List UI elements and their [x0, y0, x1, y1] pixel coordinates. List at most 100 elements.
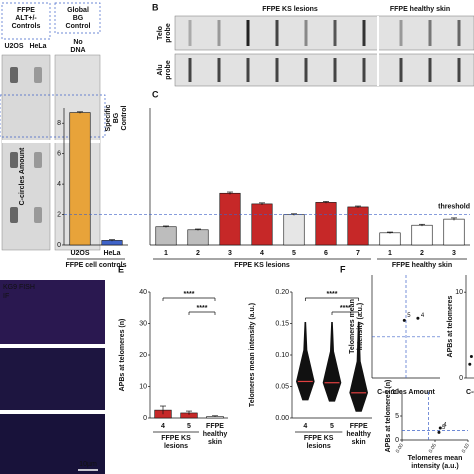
- violin: [349, 322, 368, 412]
- x-tick-label: 2: [420, 250, 424, 257]
- y-axis-label: APBs at telomeres: [447, 295, 454, 357]
- group-label: healthy: [203, 431, 228, 438]
- blot-band: [188, 58, 192, 82]
- header: ALT+/-: [15, 15, 37, 22]
- point: [437, 430, 441, 434]
- bar: [187, 229, 209, 246]
- y-tick-label: 0.00: [275, 415, 289, 422]
- blot-band: [246, 58, 250, 82]
- panel-label: C: [152, 89, 159, 99]
- blot-band: [217, 58, 221, 82]
- group-label: FFPE healthy skin: [392, 262, 452, 269]
- y-axis-label: Telomeres mean: [349, 299, 356, 354]
- violin: [296, 322, 315, 401]
- x-tick-label: 3: [228, 250, 232, 257]
- blot-band: [10, 207, 18, 223]
- y-tick-label: 0: [459, 375, 463, 382]
- x-tick-label: 4: [260, 250, 264, 257]
- group-label: FFPE KS: [161, 435, 191, 442]
- stain-label: KG9 FISH: [3, 284, 35, 291]
- bar: [315, 202, 337, 246]
- y-axis-label: C-circles Amount: [19, 147, 26, 205]
- column-label: FFPE KS lesions: [262, 6, 318, 13]
- y-tick-label: 0.05: [275, 383, 289, 390]
- blot-band: [399, 58, 403, 82]
- panel-label: F: [340, 264, 346, 274]
- x-axis-label: C-cir: [466, 389, 474, 396]
- y-axis-label: Telomeres mean intensity (a.u.): [249, 303, 256, 407]
- bar: [155, 226, 177, 246]
- blot-band: [304, 58, 308, 82]
- group-label: FFPE: [206, 423, 224, 430]
- blot-strip: [174, 15, 474, 51]
- dashed-box: [54, 2, 101, 34]
- point: [468, 362, 472, 366]
- y-tick-label: 6: [57, 151, 61, 158]
- row-label: Alu: [157, 64, 164, 75]
- y-tick-label: 0.15: [275, 320, 289, 327]
- significance-label: ****: [197, 305, 208, 312]
- blot-band: [457, 58, 461, 82]
- stain-label: IF: [3, 293, 9, 300]
- side-label: BG: [113, 112, 120, 123]
- blot-gap: [2, 140, 100, 143]
- bar: [219, 192, 241, 246]
- significance-label: ****: [340, 305, 351, 312]
- bar: [443, 218, 465, 246]
- x-tick-label: 1: [388, 250, 392, 257]
- bar: [251, 203, 273, 246]
- blot-band: [246, 20, 250, 46]
- blot-band: [188, 20, 192, 46]
- dashed-box: [1, 2, 51, 40]
- y-axis-label: intensity (a.u.): [357, 303, 364, 350]
- x-tick-label: 0.05: [428, 442, 438, 454]
- y-tick-label: 5: [395, 413, 399, 420]
- x-tick-label: 0.00: [395, 442, 405, 454]
- panel-label: E: [118, 264, 124, 274]
- blot-band: [333, 20, 337, 46]
- y-axis-label: APBs at telomeres (n): [385, 380, 392, 453]
- point-label: 5: [407, 313, 411, 319]
- x-tick-label: 0.10: [461, 442, 471, 454]
- lane-label: No: [73, 39, 82, 46]
- y-tick-label: 20: [139, 352, 147, 359]
- y-tick-label: 0: [143, 415, 147, 422]
- blot-band: [217, 20, 221, 46]
- y-tick-label: 30: [139, 320, 147, 327]
- y-tick-label: 0.20: [275, 289, 289, 296]
- y-tick-label: 10: [139, 383, 147, 390]
- x-tick-label: 5: [292, 250, 296, 257]
- blot-band: [10, 152, 18, 168]
- x-tick-label: 4: [161, 423, 165, 430]
- y-tick-label: 10: [455, 289, 463, 296]
- lane-label: DNA: [70, 47, 85, 54]
- point-label: 4: [443, 423, 447, 429]
- blot-band: [362, 58, 366, 82]
- y-tick-label: 2: [57, 211, 61, 218]
- x-tick-label: U2OS: [70, 250, 89, 257]
- blot-band: [333, 58, 337, 82]
- significance-label: ****: [327, 291, 338, 298]
- header: Controls: [12, 23, 41, 30]
- x-tick-label: 2: [196, 250, 200, 257]
- x-tick-label: HeLa: [103, 250, 120, 257]
- y-tick-label: 0: [57, 242, 61, 249]
- x-tick-label: 7: [356, 250, 360, 257]
- bar: [283, 214, 305, 246]
- blot-band: [457, 20, 461, 46]
- bar: [411, 224, 433, 246]
- x-tick-label: 3: [452, 250, 456, 257]
- header: FFPE: [17, 7, 35, 14]
- y-tick-label: 0.10: [275, 352, 289, 359]
- group-label: FFPE: [350, 423, 368, 430]
- panel-label: B: [152, 2, 159, 12]
- point: [469, 355, 473, 359]
- group-label: lesions: [164, 443, 188, 450]
- row-label: probe: [165, 23, 172, 43]
- blot-strip: [174, 53, 474, 87]
- blot-band: [304, 20, 308, 46]
- blot-band: [428, 58, 432, 82]
- y-tick-label: 4: [57, 181, 61, 188]
- header: Global: [67, 7, 89, 14]
